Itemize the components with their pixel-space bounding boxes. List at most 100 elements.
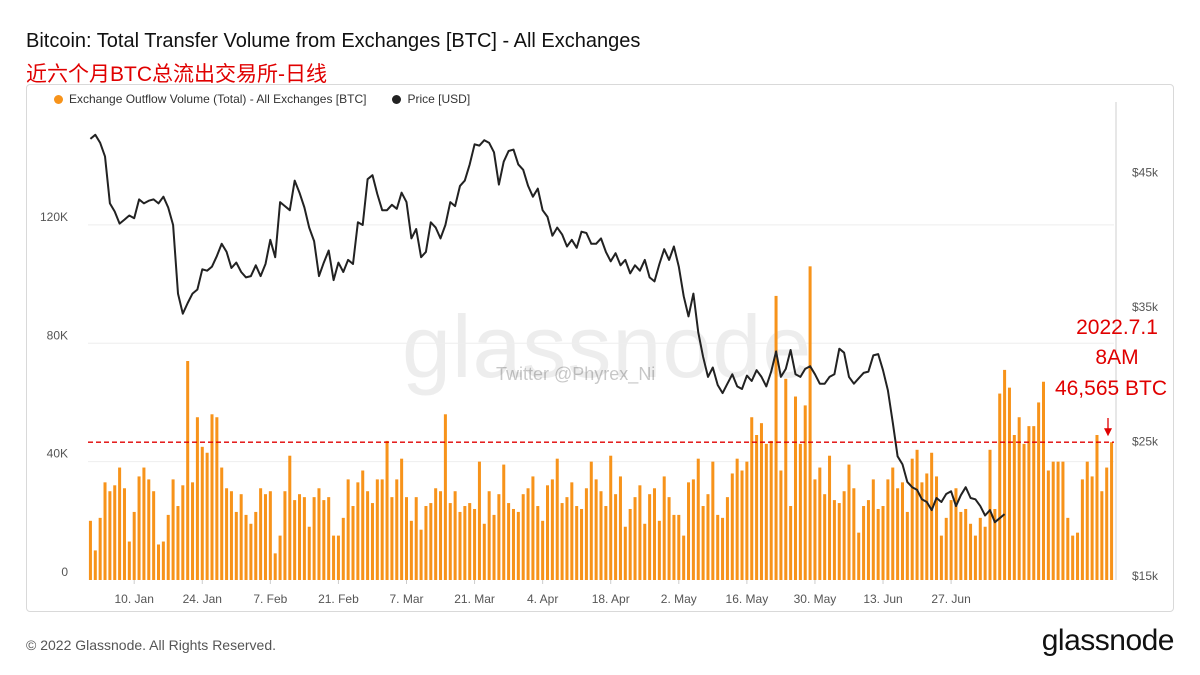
- bar: [1032, 426, 1036, 580]
- x-tick-label: 13. Jun: [863, 592, 902, 606]
- y-right-tick-label: $45k: [1132, 166, 1159, 180]
- bar: [837, 503, 841, 580]
- bar: [137, 476, 141, 580]
- annotation-time: 8AM: [1095, 346, 1139, 369]
- y-axis-left: 0 40K 80K 120K: [40, 210, 68, 579]
- bar: [682, 535, 686, 580]
- bar: [307, 526, 311, 580]
- bar: [657, 520, 661, 580]
- bar: [1105, 467, 1109, 580]
- y-right-tick-label: $25k: [1132, 435, 1159, 449]
- bar: [905, 511, 909, 580]
- bar: [798, 443, 802, 580]
- bar: [959, 511, 963, 580]
- bar: [935, 476, 939, 580]
- bar: [1017, 417, 1021, 580]
- bar: [492, 514, 496, 580]
- bar: [351, 506, 355, 580]
- bar: [1041, 381, 1046, 580]
- bar: [939, 535, 943, 580]
- bar: [550, 479, 554, 580]
- bar: [171, 479, 175, 580]
- bar: [823, 494, 827, 580]
- bar: [385, 440, 389, 580]
- bar: [677, 514, 681, 580]
- bar: [390, 497, 394, 580]
- bar: [881, 506, 885, 580]
- bar: [779, 470, 783, 580]
- bar: [541, 520, 545, 580]
- bar: [862, 506, 866, 580]
- bar: [1007, 387, 1011, 580]
- x-tick-label: 18. Apr: [592, 592, 630, 606]
- bar: [565, 497, 569, 580]
- bar: [648, 494, 652, 580]
- chart-subtitle: 近六个月BTC总流出交易所-日线: [26, 63, 327, 86]
- bar: [409, 520, 413, 580]
- bar: [993, 508, 997, 580]
- bar: [487, 491, 491, 580]
- bar: [239, 494, 243, 580]
- bar: [463, 506, 467, 580]
- reference-line-group: [88, 418, 1114, 443]
- bar: [614, 494, 618, 580]
- bar: [443, 414, 447, 580]
- bar: [750, 417, 754, 580]
- bar: [1022, 443, 1026, 580]
- bar: [434, 488, 438, 580]
- x-tick-label: 30. May: [794, 592, 837, 606]
- legend-item-price[interactable]: Price [USD]: [392, 92, 470, 106]
- bar: [1071, 535, 1075, 580]
- bar: [507, 503, 511, 580]
- bar: [740, 470, 744, 580]
- y-axis-right: $15k $25k $35k $45k: [1115, 102, 1159, 583]
- footer-brand-logo[interactable]: glassnode: [1041, 624, 1175, 657]
- legend-price-label: Price [USD]: [407, 92, 471, 106]
- bar: [186, 361, 190, 580]
- bar: [132, 511, 136, 580]
- bar: [755, 434, 759, 580]
- watermark-twitter: Twitter @Phyrex_Ni: [496, 364, 656, 384]
- bar: [1080, 479, 1084, 580]
- bar: [229, 491, 233, 580]
- price-series: [89, 133, 1006, 524]
- bar: [973, 535, 977, 580]
- bar: [327, 497, 331, 580]
- y-right-tick-label: $35k: [1132, 300, 1159, 314]
- bar: [866, 500, 870, 580]
- bar: [803, 405, 807, 580]
- y-right-tick-label: $15k: [1132, 569, 1159, 583]
- bar: [857, 532, 861, 580]
- bar: [375, 479, 379, 580]
- x-tick-label: 21. Feb: [318, 592, 359, 606]
- bar: [560, 503, 564, 580]
- annotation-arrow-icon: [1104, 428, 1112, 437]
- bar: [706, 494, 710, 580]
- bar: [1037, 402, 1041, 580]
- bar: [721, 517, 725, 580]
- legend-item-outflow[interactable]: Exchange Outflow Volume (Total) - All Ex…: [54, 92, 366, 106]
- bar: [930, 452, 934, 580]
- bar: [400, 458, 404, 580]
- bar: [531, 476, 535, 580]
- bar: [672, 514, 676, 580]
- bar: [322, 500, 326, 580]
- bar: [696, 458, 700, 580]
- footer-copyright: © 2022 Glassnode. All Rights Reserved.: [26, 637, 277, 653]
- x-tick-label: 16. May: [726, 592, 769, 606]
- legend: Exchange Outflow Volume (Total) - All Ex…: [54, 92, 470, 106]
- bar: [555, 458, 559, 580]
- bar: [205, 452, 209, 580]
- legend-outflow-label: Exchange Outflow Volume (Total) - All Ex…: [69, 92, 367, 106]
- bar: [366, 491, 370, 580]
- bar: [623, 526, 627, 580]
- bar: [244, 514, 248, 580]
- bar: [453, 491, 457, 580]
- bar: [828, 455, 832, 580]
- bar: [594, 479, 598, 580]
- bar: [789, 506, 793, 580]
- legend-price-dot-icon: [392, 94, 402, 104]
- bar: [118, 467, 122, 580]
- y-left-tick-label: 0: [61, 565, 68, 579]
- bar: [667, 497, 671, 580]
